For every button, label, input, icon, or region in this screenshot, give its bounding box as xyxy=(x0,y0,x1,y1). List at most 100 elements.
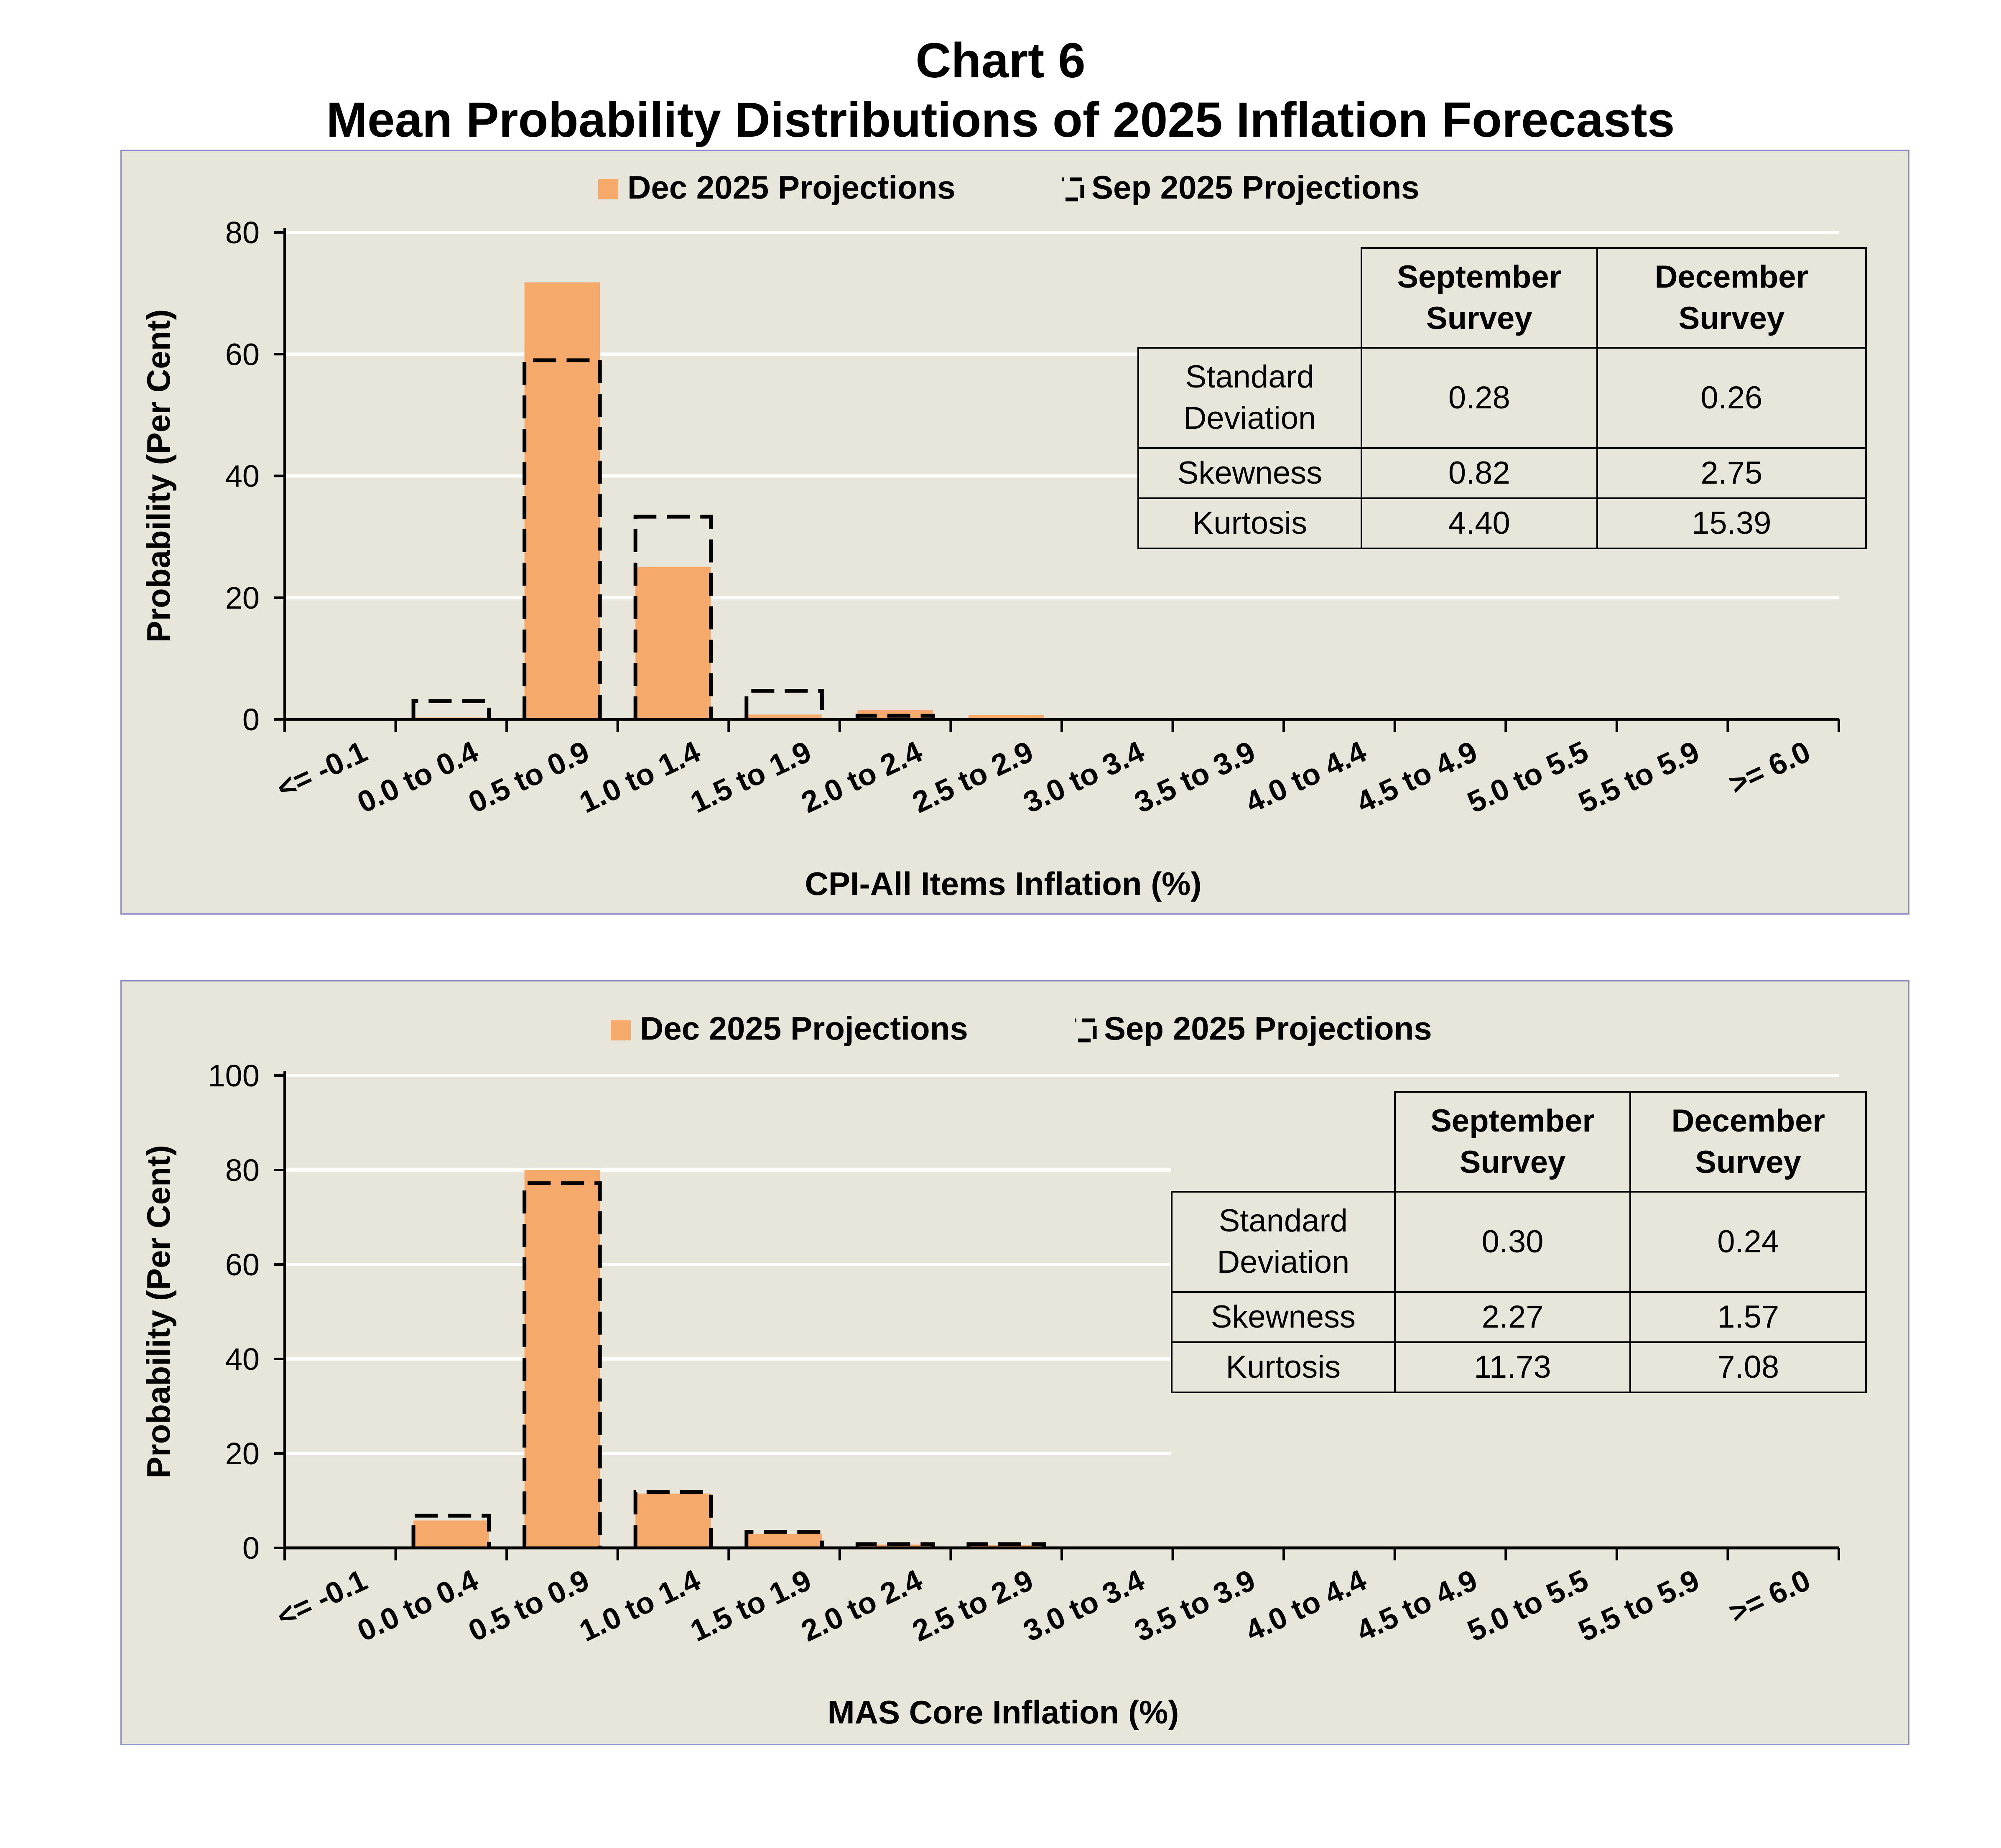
skewness-december: 2.75 xyxy=(1596,447,1867,499)
dec-bar xyxy=(968,715,1044,719)
cpi-chart-panel: 0 20 40 60 80 <= -0.1 0.0 to 0.4 0.5 to 0.9 1.0 … xyxy=(120,150,1909,915)
dec-bar xyxy=(413,1520,489,1548)
category-label: 0.0 to 0.4 xyxy=(352,735,483,820)
december-survey-header: December Survey xyxy=(1629,1091,1867,1193)
dec-legend-label: Dec 2025 Projections xyxy=(627,169,956,206)
sep-bar-outline xyxy=(633,515,713,719)
y-tick-label: 100 xyxy=(208,1058,260,1093)
category-label: 3.5 to 3.9 xyxy=(1129,735,1260,820)
category-label: 1.0 to 1.4 xyxy=(574,735,705,820)
std-dev-december: 0.26 xyxy=(1596,347,1867,449)
y-tick-label: 0 xyxy=(242,702,260,737)
category-label: 5.0 to 5.5 xyxy=(1463,1563,1593,1648)
december-survey-header: December Survey xyxy=(1596,247,1867,349)
core-stats-table: September Survey December Survey Standard D… xyxy=(1171,1091,1867,1393)
sep-legend-label: Sep 2025 Projections xyxy=(1091,169,1420,206)
std-dev-december: 0.24 xyxy=(1629,1191,1867,1293)
y-tick-label: 80 xyxy=(225,1153,260,1188)
category-label: 0.5 to 0.9 xyxy=(464,1563,594,1648)
sep-bar-outline xyxy=(855,714,935,719)
sep-bar-outline xyxy=(523,358,602,719)
skewness-september: 0.82 xyxy=(1360,447,1598,499)
kurtosis-label: Kurtosis xyxy=(1137,497,1362,549)
category-label: 1.0 to 1.4 xyxy=(574,1563,705,1648)
y-tick-label: 40 xyxy=(225,459,260,494)
dec-legend-swatch xyxy=(598,179,618,199)
sep-bar-outline xyxy=(523,1181,602,1548)
category-label: 4.5 to 4.9 xyxy=(1351,735,1482,820)
chart-title-line-2: Mean Probability Distributions of 2025 I… xyxy=(326,92,1675,148)
sep-bar-outline xyxy=(855,1542,935,1548)
category-label: 4.5 to 4.9 xyxy=(1351,1563,1482,1648)
category-label: 1.5 to 1.9 xyxy=(686,1563,816,1648)
y-tick-label: 80 xyxy=(225,215,260,250)
sep-bar-outline xyxy=(411,699,491,719)
std-dev-label: Standard Deviation xyxy=(1137,347,1362,449)
kurtosis-september: 11.73 xyxy=(1394,1341,1631,1393)
category-label: 5.0 to 5.5 xyxy=(1463,735,1593,820)
dec-bar xyxy=(524,282,600,719)
sep-legend-swatch xyxy=(1062,177,1084,201)
dec-legend-swatch xyxy=(611,1020,631,1040)
category-label: 0.5 to 0.9 xyxy=(464,735,594,820)
y-axis-title: Probability (Per Cent) xyxy=(140,309,177,642)
kurtosis-december: 15.39 xyxy=(1596,497,1867,549)
category-label: 2.0 to 2.4 xyxy=(796,1563,927,1648)
y-tick-label: 20 xyxy=(225,1436,260,1471)
skewness-label: Skewness xyxy=(1171,1291,1396,1343)
category-label: 2.0 to 2.4 xyxy=(796,735,927,820)
category-label: 3.5 to 3.9 xyxy=(1129,1563,1260,1648)
y-tick-label: 60 xyxy=(225,337,260,372)
category-label: 1.5 to 1.9 xyxy=(686,735,816,820)
stats-corner-cell xyxy=(1172,1092,1396,1193)
category-label: 3.0 to 3.4 xyxy=(1018,1563,1149,1648)
chart-title-line-1: Chart 6 xyxy=(915,33,1086,88)
std-dev-label: Standard Deviation xyxy=(1171,1191,1396,1293)
sep-legend-label: Sep 2025 Projections xyxy=(1104,1010,1432,1047)
sep-bar-outline xyxy=(966,1542,1046,1548)
dec-legend-label: Dec 2025 Projections xyxy=(640,1010,968,1047)
dec-bar xyxy=(857,1545,933,1548)
dec-bar xyxy=(524,1170,600,1548)
category-label: 5.5 to 5.9 xyxy=(1573,1563,1704,1648)
core-chart-panel: 0 20 40 60 80 100 <= -0.1 0.0 to 0.4 0.5 to 0.9 1… xyxy=(120,980,1909,1745)
category-label: 3.0 to 3.4 xyxy=(1018,735,1149,820)
category-label: 5.5 to 5.9 xyxy=(1573,735,1704,820)
category-label: 2.5 to 2.9 xyxy=(907,1563,1038,1648)
std-dev-september: 0.30 xyxy=(1394,1191,1631,1293)
cpi-stats-table: September Survey December Survey Standard D… xyxy=(1137,247,1867,549)
dec-bar xyxy=(635,567,711,719)
skewness-september: 2.27 xyxy=(1394,1291,1631,1343)
stats-corner-cell xyxy=(1138,248,1362,349)
category-label: 0.0 to 0.4 xyxy=(352,1563,483,1648)
september-survey-header: September Survey xyxy=(1394,1091,1631,1193)
std-dev-september: 0.28 xyxy=(1360,347,1598,449)
y-tick-label: 20 xyxy=(225,581,260,615)
sep-bar-outline xyxy=(411,1514,491,1548)
skewness-december: 1.57 xyxy=(1629,1291,1867,1343)
sep-bar-outline xyxy=(744,689,824,719)
x-axis-title: CPI-All Items Inflation (%) xyxy=(805,865,1201,902)
sep-bar-outline xyxy=(744,1530,824,1548)
category-label: >= 6.0 xyxy=(1724,1563,1815,1630)
x-axis-title: MAS Core Inflation (%) xyxy=(828,1694,1179,1731)
category-label: 2.5 to 2.9 xyxy=(907,735,1038,820)
dec-bar xyxy=(746,1534,822,1548)
kurtosis-december: 7.08 xyxy=(1629,1341,1867,1393)
skewness-label: Skewness xyxy=(1137,447,1362,499)
category-label: 4.0 to 4.4 xyxy=(1241,1563,1371,1648)
sep-legend-swatch xyxy=(1075,1018,1097,1043)
category-label: 4.0 to 4.4 xyxy=(1241,735,1371,820)
y-tick-label: 40 xyxy=(225,1342,260,1376)
y-tick-label: 0 xyxy=(242,1531,260,1565)
y-tick-label: 60 xyxy=(225,1247,260,1282)
september-survey-header: September Survey xyxy=(1360,247,1598,349)
dec-bar xyxy=(746,714,822,719)
y-axis-title: Probability (Per Cent) xyxy=(140,1145,177,1478)
dec-bar xyxy=(635,1494,711,1548)
kurtosis-label: Kurtosis xyxy=(1171,1341,1396,1393)
category-label: >= 6.0 xyxy=(1724,735,1815,801)
kurtosis-september: 4.40 xyxy=(1360,497,1598,549)
